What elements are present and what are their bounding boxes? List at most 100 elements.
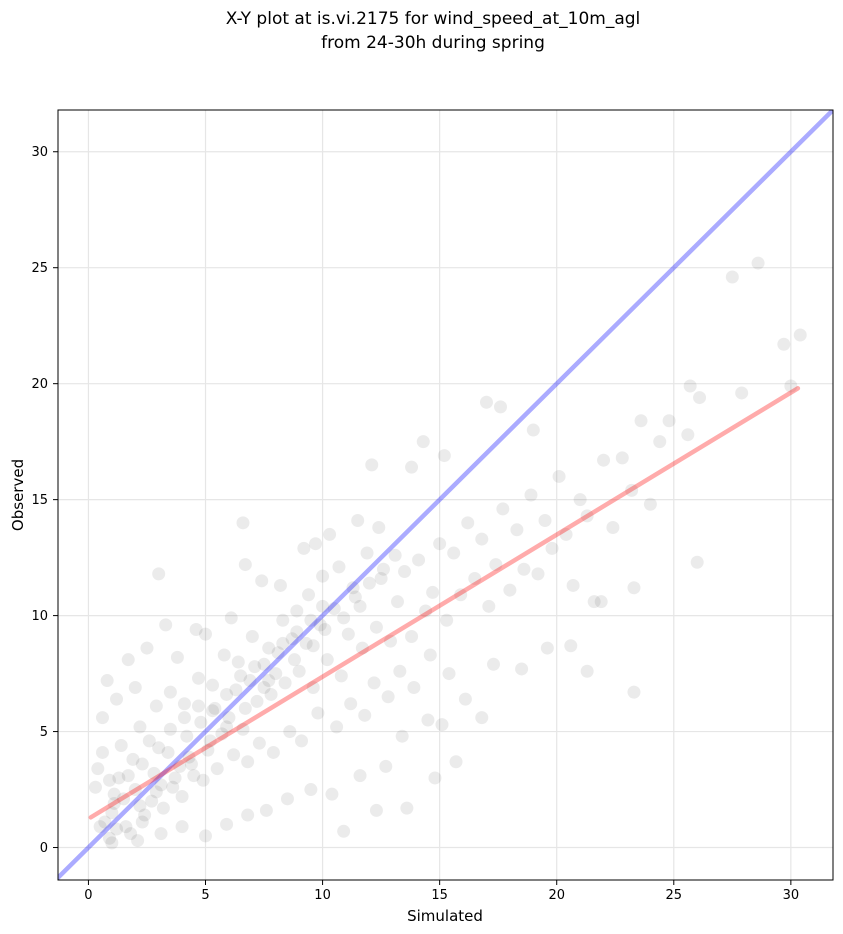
scatter-point (117, 792, 131, 806)
scatter-point (95, 711, 109, 725)
scatter-point (421, 713, 435, 727)
scatter-point (93, 820, 107, 834)
scatter-point (461, 516, 475, 530)
scatter-point (88, 780, 102, 794)
scatter-point (285, 632, 299, 646)
scatter-point (177, 697, 191, 711)
scatter-point (437, 449, 451, 463)
scatter-point (348, 590, 362, 604)
scatter-point (191, 699, 205, 713)
scatter-point (449, 755, 463, 769)
scatter-point (615, 451, 629, 465)
scatter-point (201, 743, 215, 757)
scatter-point (191, 671, 205, 685)
scatter-point (255, 574, 269, 588)
scatter-point (121, 769, 135, 783)
scatter-point (784, 379, 798, 393)
scatter-point (149, 785, 163, 799)
scatter-point (416, 435, 430, 449)
scatter-point (327, 602, 341, 616)
x-axis-label: Simulated (407, 907, 483, 925)
scatter-point (292, 664, 306, 678)
scatter-point (140, 641, 154, 655)
scatter-point (580, 509, 594, 523)
scatter-point (400, 801, 414, 815)
scatter-point (304, 613, 318, 627)
scatter-point (121, 653, 135, 667)
scatter-point (304, 783, 318, 797)
scatter-point (693, 391, 707, 405)
scatter-point (454, 588, 468, 602)
scatter-point (468, 571, 482, 585)
scatter-point (344, 697, 358, 711)
scatter-point (393, 664, 407, 678)
x-tick-label: 20 (548, 888, 565, 903)
scatter-point (365, 458, 379, 472)
scatter-point (227, 748, 241, 762)
scatter-point (566, 578, 580, 592)
scatter-point (220, 720, 234, 734)
scatter-point (168, 771, 182, 785)
scatter-point (152, 567, 166, 581)
scatter-points (88, 256, 807, 850)
scatter-point (177, 711, 191, 725)
scatter-point (426, 585, 440, 599)
scatter-point (369, 803, 383, 817)
scatter-point (180, 729, 194, 743)
scatter-point (627, 685, 641, 699)
scatter-point (234, 669, 248, 683)
scatter-point (346, 581, 360, 595)
scatter-point (290, 625, 304, 639)
scatter-point (374, 571, 388, 585)
scatter-point (332, 560, 346, 574)
scatter-point (133, 799, 147, 813)
scatter-point (597, 453, 611, 467)
scatter-point (107, 796, 121, 810)
scatter-point (510, 523, 524, 537)
scatter-point (634, 414, 648, 428)
scatter-point (262, 674, 276, 688)
scatter-point (662, 414, 676, 428)
scatter-point (159, 618, 173, 632)
scatter-point (287, 653, 301, 667)
scatter-point (540, 641, 554, 655)
scatter-point (175, 790, 189, 804)
scatter-point (156, 801, 170, 815)
scatter-point (435, 718, 449, 732)
scatter-point (189, 623, 203, 637)
scatter-point (313, 618, 327, 632)
scatter-point (145, 794, 159, 808)
scatter-point (142, 734, 156, 748)
y-tick-label: 5 (40, 725, 48, 740)
scatter-point (531, 567, 545, 581)
scatter-point (110, 822, 124, 836)
scatter-point (238, 701, 252, 715)
scatter-point (475, 711, 489, 725)
y-tick-label: 10 (31, 609, 48, 624)
scatter-point (587, 595, 601, 609)
scatter-point (91, 762, 105, 776)
grid-lines (58, 110, 833, 880)
scatter-point (238, 558, 252, 572)
scatter-point (725, 270, 739, 284)
scatter-point (273, 578, 287, 592)
scatter-point (271, 646, 285, 660)
scatter-point (196, 773, 210, 787)
scatter-point (489, 558, 503, 572)
scatter-point (311, 706, 325, 720)
scatter-point (580, 664, 594, 678)
scatter-point (147, 766, 161, 780)
scatter-point (412, 553, 426, 567)
scatter-point (751, 256, 765, 270)
scatter-point (203, 734, 217, 748)
y-tick-label: 30 (31, 145, 48, 160)
scatter-point (173, 759, 187, 773)
scatter-point (241, 755, 255, 769)
scatter-point (334, 669, 348, 683)
scatter-point (337, 611, 351, 625)
scatter-point (341, 627, 355, 641)
scatter-point (220, 687, 234, 701)
scatter-point (517, 562, 531, 576)
scatter-point (114, 738, 128, 752)
